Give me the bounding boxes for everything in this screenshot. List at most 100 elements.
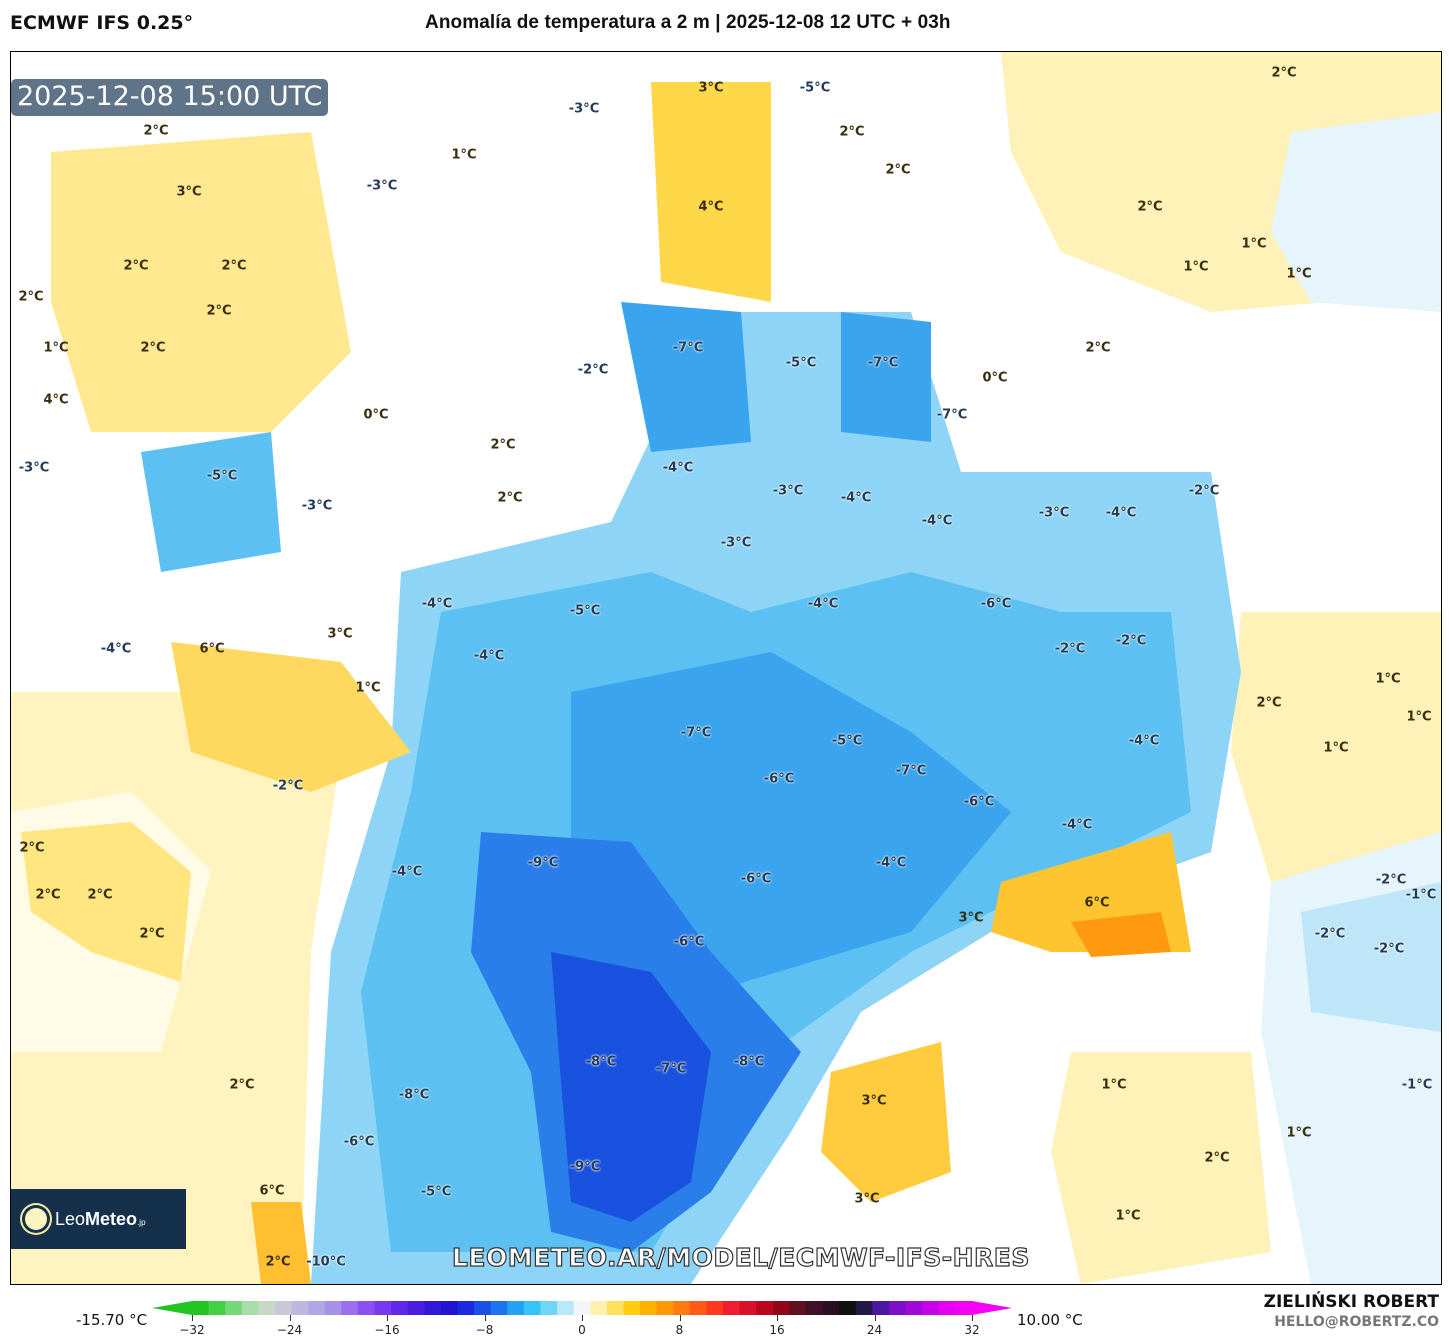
contour-label: 1°C: [1241, 236, 1267, 252]
colorbar: [152, 1301, 1012, 1315]
sun-icon: [25, 1208, 47, 1230]
contour-label: -7°C: [936, 407, 968, 423]
contour-label: 3°C: [698, 80, 724, 96]
contour-label: -5°C: [420, 1184, 452, 1200]
tick-label: −16: [374, 1323, 400, 1337]
contour-label: 3°C: [861, 1093, 887, 1109]
contour-label: 0°C: [982, 370, 1008, 386]
contour-label: -9°C: [527, 855, 559, 871]
contour-label: -7°C: [655, 1061, 687, 1077]
contour-label: -6°C: [740, 871, 772, 887]
tick-mark: [289, 1315, 291, 1321]
contour-label: 2°C: [221, 258, 247, 274]
anomaly-field: [11, 52, 1441, 1284]
tick-mark: [874, 1315, 876, 1321]
model-title: ECMWF IFS 0.25°: [10, 12, 194, 34]
contour-label: 2°C: [206, 303, 232, 319]
contour-label: -3°C: [18, 460, 50, 476]
colorbar-ticks: −32 −24 −16 −8 0 8 16 24 32: [0, 1315, 1449, 1339]
contour-label: -6°C: [673, 934, 705, 950]
contour-label: -7°C: [680, 725, 712, 741]
contour-label: -5°C: [831, 733, 863, 749]
contour-label: 3°C: [854, 1191, 880, 1207]
contour-label: 2°C: [140, 340, 166, 356]
contour-label: -4°C: [421, 596, 453, 612]
contour-label: 1°C: [1101, 1077, 1127, 1093]
contour-label: 2°C: [265, 1254, 291, 1270]
contour-label: -4°C: [875, 855, 907, 871]
tick-label: 32: [964, 1323, 980, 1337]
contour-label: -10°C: [306, 1254, 346, 1270]
colorbar-min-label: -15.70 °C: [76, 1311, 148, 1329]
contour-label: 4°C: [43, 392, 69, 408]
tick-label: 16: [769, 1323, 785, 1337]
contour-label: -4°C: [840, 490, 872, 506]
contour-label: -7°C: [867, 355, 899, 371]
contour-label: 2°C: [1256, 695, 1282, 711]
tick-mark: [582, 1315, 583, 1321]
contour-label: 1°C: [1115, 1208, 1141, 1224]
contour-label: 6°C: [1084, 895, 1110, 911]
tick-mark: [387, 1315, 388, 1321]
contour-label: -1°C: [1405, 887, 1437, 903]
contour-label: 1°C: [1286, 266, 1312, 282]
contour-label: -4°C: [391, 864, 423, 880]
contour-label: -9°C: [569, 1159, 601, 1175]
contour-label: 2°C: [1271, 65, 1297, 81]
contour-label: -4°C: [662, 460, 694, 476]
contour-label: -2°C: [1373, 941, 1405, 957]
contour-label: 2°C: [123, 258, 149, 274]
contour-label: -8°C: [733, 1054, 765, 1070]
contour-label: -6°C: [980, 596, 1012, 612]
tick-mark: [679, 1315, 681, 1321]
contour-label: 2°C: [885, 162, 911, 178]
valid-time-badge: 2025-12-08 15:00 UTC: [11, 79, 329, 116]
contour-label: 2°C: [139, 926, 165, 942]
contour-label: -4°C: [100, 641, 132, 657]
contour-label: -5°C: [569, 603, 601, 619]
tick-label: 24: [866, 1323, 883, 1337]
contour-label: -4°C: [1105, 505, 1137, 521]
contour-label: -4°C: [473, 648, 505, 664]
contour-label: 2°C: [229, 1077, 255, 1093]
contour-label: -3°C: [301, 498, 333, 514]
contour-label: 1°C: [1183, 259, 1209, 275]
contour-label: -6°C: [763, 771, 795, 787]
contour-label: 2°C: [1085, 340, 1111, 356]
contour-label: -5°C: [785, 355, 817, 371]
contour-label: 1°C: [355, 680, 381, 696]
contour-label: 3°C: [176, 184, 202, 200]
contour-label: 1°C: [1323, 740, 1349, 756]
contour-label: 2°C: [143, 123, 169, 139]
contour-label: -7°C: [672, 340, 704, 356]
contour-label: -2°C: [1054, 641, 1086, 657]
tick-mark: [972, 1315, 973, 1321]
contour-label: -8°C: [398, 1087, 430, 1103]
temperature-anomaly-map[interactable]: 2025-12-08 15:00 UTC 2°C 3°C -5°C -3°C 2°C 2°…: [10, 51, 1442, 1285]
contour-label: -6°C: [963, 794, 995, 810]
contour-label: 6°C: [259, 1183, 285, 1199]
contour-label: -2°C: [1375, 872, 1407, 888]
contour-label: 0°C: [363, 407, 389, 423]
contour-label: -2°C: [272, 778, 304, 794]
contour-label: -2°C: [1188, 483, 1220, 499]
contour-label: -4°C: [1128, 733, 1160, 749]
contour-label: 4°C: [698, 199, 724, 215]
colorbar-max-label: 10.00 °C: [1017, 1311, 1083, 1329]
contour-label: 1°C: [1375, 671, 1401, 687]
contour-label: -7°C: [895, 763, 927, 779]
contour-label: 1°C: [451, 147, 477, 163]
contour-label: 1°C: [1286, 1125, 1312, 1141]
contour-label: 3°C: [958, 910, 984, 926]
tick-mark: [484, 1315, 486, 1321]
tick-label: 8: [675, 1323, 684, 1337]
contour-label: -3°C: [1038, 505, 1070, 521]
author-email[interactable]: HELLO@ROBERTZ.CO: [1274, 1314, 1439, 1330]
tick-label: 0: [578, 1323, 586, 1337]
contour-label: 2°C: [497, 490, 523, 506]
leometeo-logo[interactable]: LeoMeteo.jp: [11, 1189, 186, 1249]
contour-label: 1°C: [43, 340, 69, 356]
contour-label: -1°C: [1401, 1077, 1433, 1093]
contour-label: 2°C: [18, 289, 44, 305]
contour-label: 1°C: [1406, 709, 1432, 725]
